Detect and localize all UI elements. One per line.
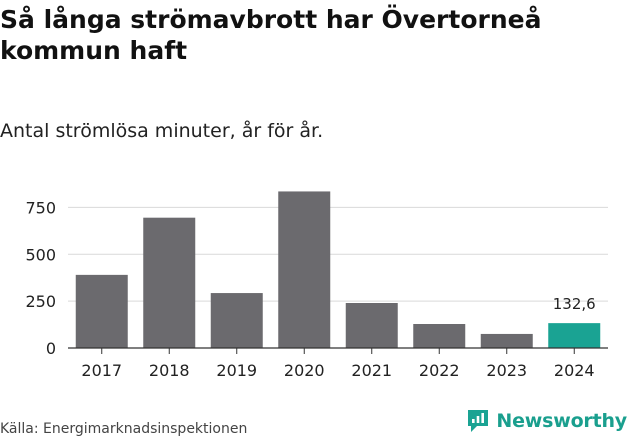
x-tick-label: 2021 <box>351 361 392 380</box>
x-tick-label: 2019 <box>216 361 257 380</box>
bar-2019 <box>210 293 263 348</box>
bar-2017 <box>75 274 128 348</box>
chart-subtitle: Antal strömlösa minuter, år för år. <box>0 120 324 142</box>
brand-name: Newsworthy <box>496 410 627 432</box>
x-tick-label: 2023 <box>486 361 527 380</box>
bar-2022 <box>413 324 466 348</box>
y-tick-label: 0 <box>46 339 56 358</box>
x-tick-label: 2018 <box>149 361 190 380</box>
bar-2024 <box>548 323 601 348</box>
data-labels: 132,6 <box>553 295 596 313</box>
y-tick-label: 750 <box>25 198 56 217</box>
chart-title: Så långa strömavbrott har Övertorneå kom… <box>0 5 542 65</box>
y-axis-ticks: 0 250 500 750 <box>25 198 56 358</box>
bar-2020 <box>278 191 331 348</box>
newsworthy-logo-icon <box>468 410 489 432</box>
x-tick-label: 2020 <box>284 361 325 380</box>
data-label-highlight: 132,6 <box>553 295 596 313</box>
brand-logo[interactable]: Newsworthy <box>466 408 627 434</box>
source-note: Källa: Energimarknadsinspektionen <box>0 421 248 437</box>
y-tick-label: 500 <box>25 245 56 264</box>
x-tick-label: 2017 <box>81 361 122 380</box>
bar-2021 <box>345 303 398 348</box>
bar-2023 <box>480 333 533 348</box>
bars <box>75 191 601 348</box>
x-tick-label: 2022 <box>419 361 460 380</box>
x-tick-label: 2024 <box>554 361 595 380</box>
y-tick-label: 250 <box>25 292 56 311</box>
x-axis-ticks: 2017 2018 2019 2020 2021 2022 2023 2024 <box>68 347 608 380</box>
bar-2018 <box>143 217 196 348</box>
